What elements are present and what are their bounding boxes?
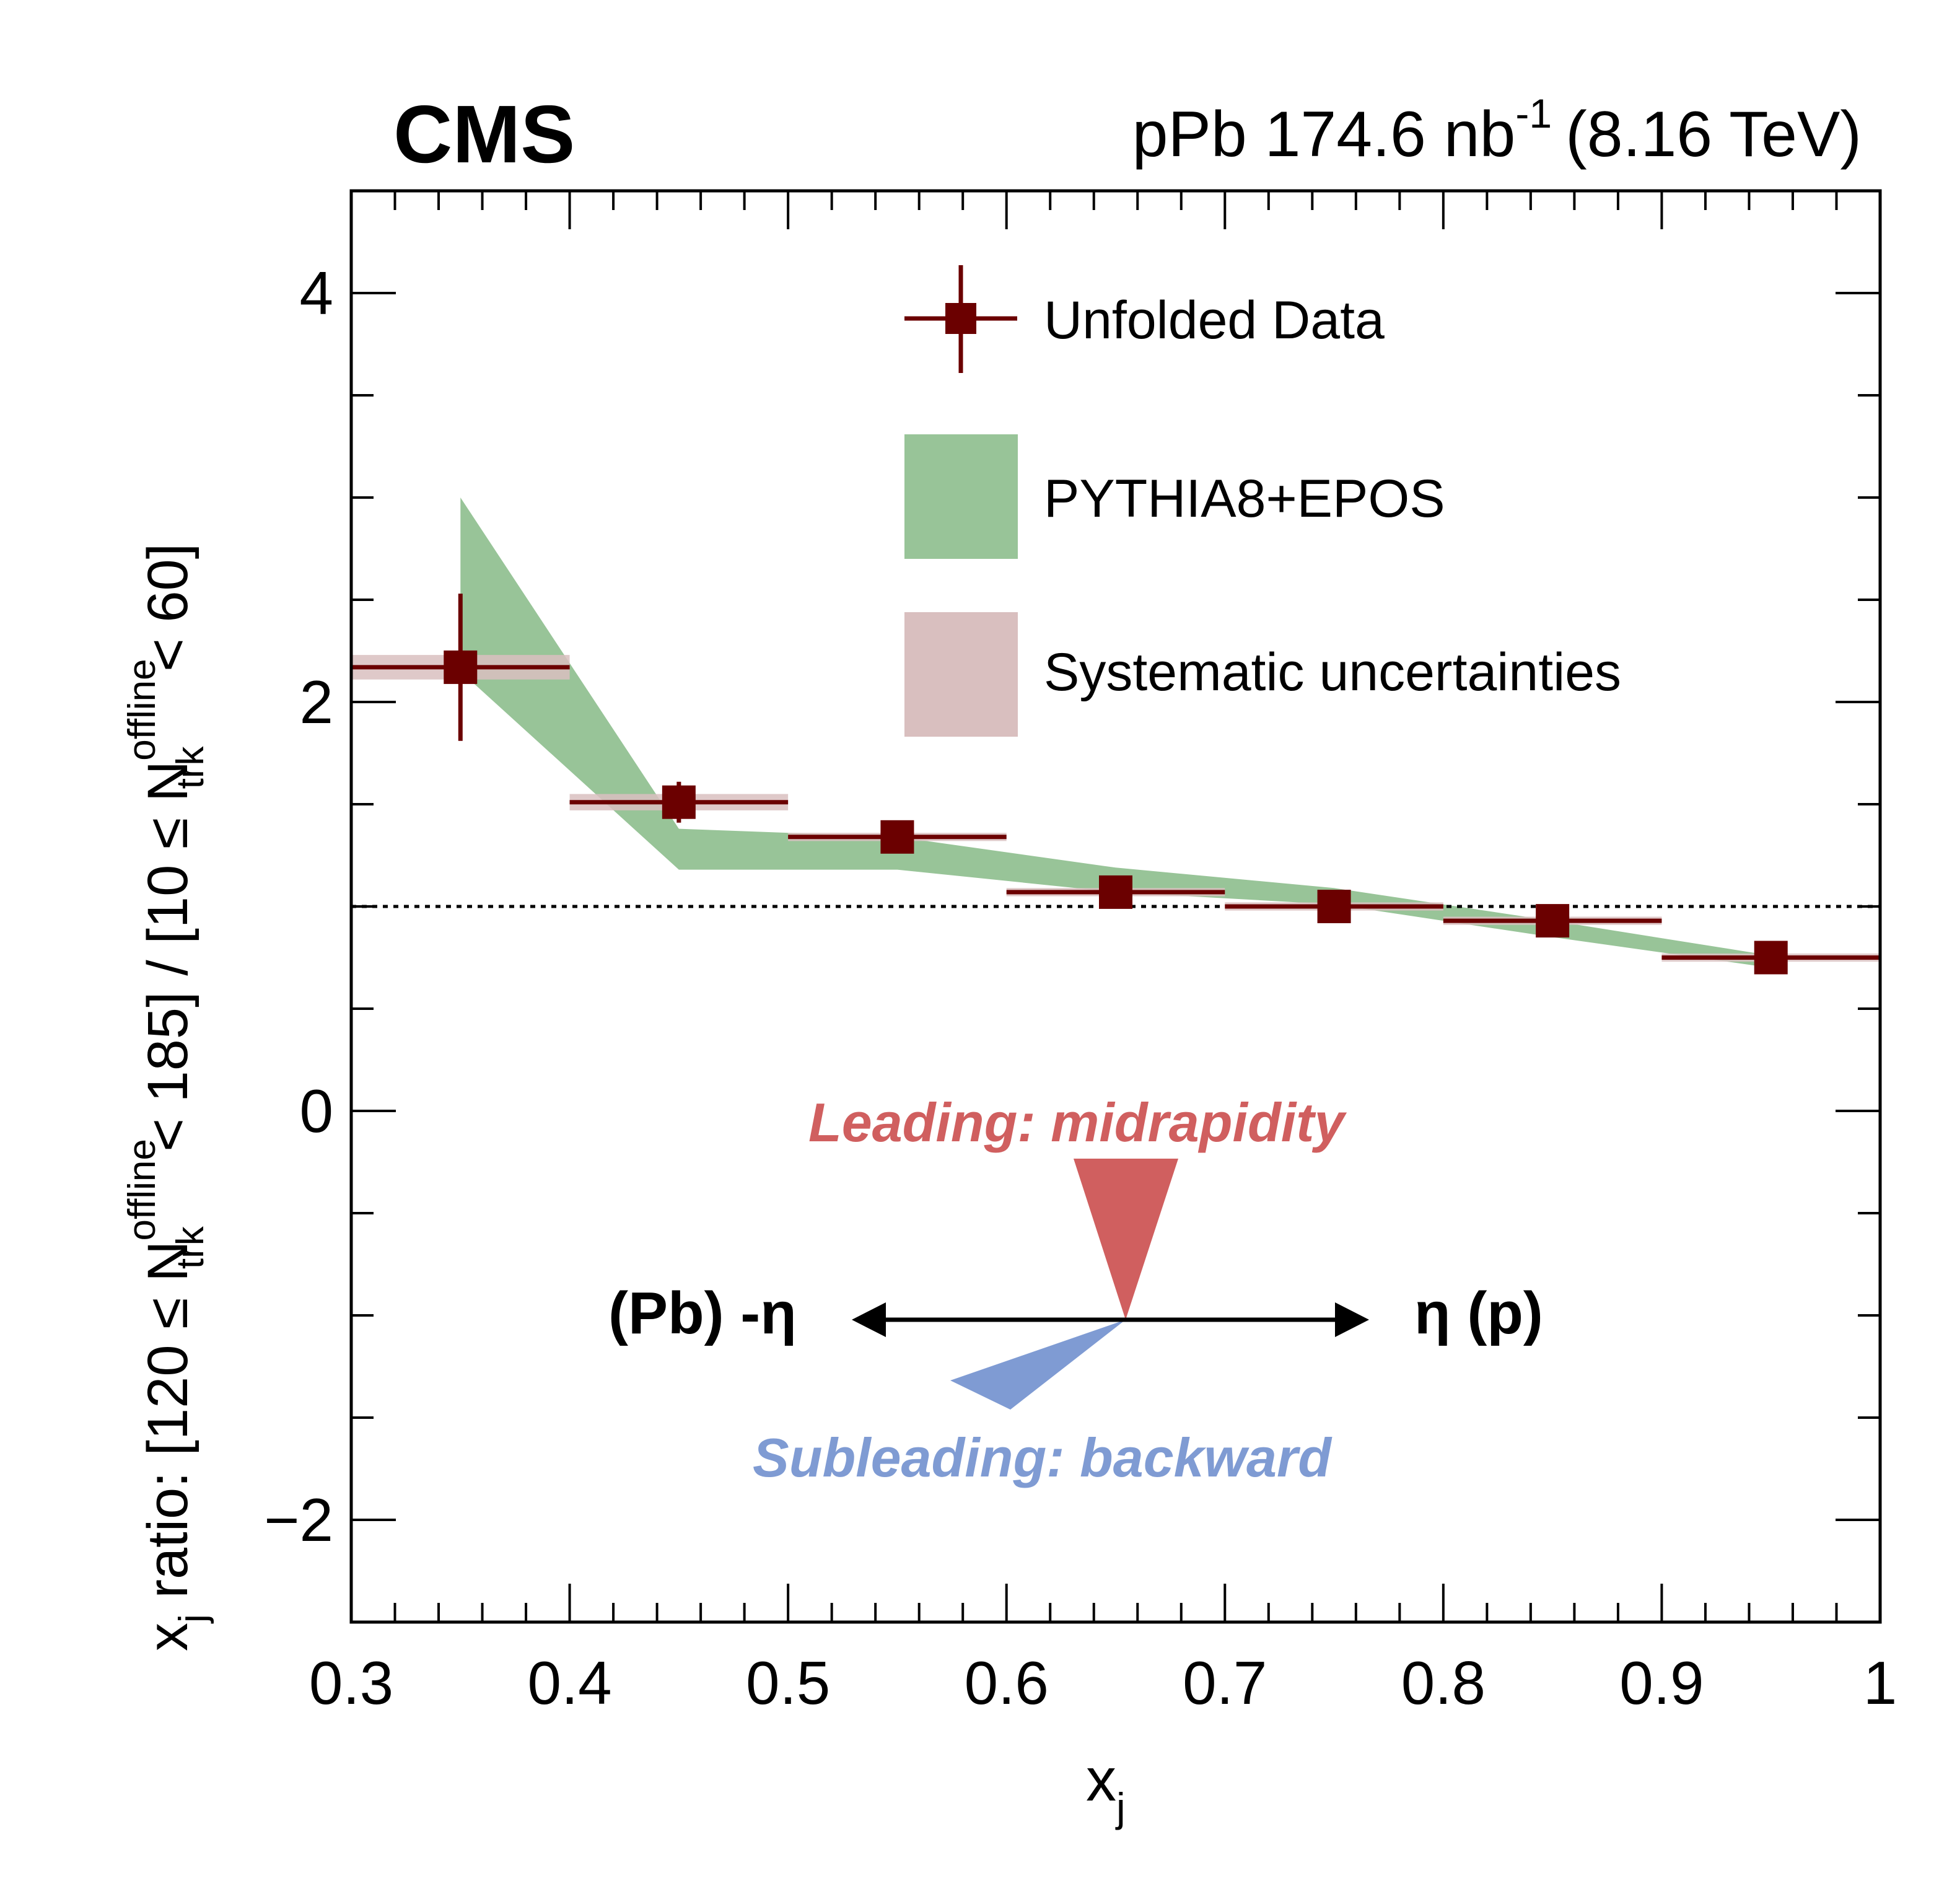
- data-point: [1754, 941, 1788, 975]
- data-point: [1536, 904, 1570, 938]
- y-title-high-sup: offline: [121, 1139, 164, 1240]
- eta-left-label: (Pb) -η: [608, 1280, 797, 1346]
- legend-systematic-swatch: [904, 612, 1018, 737]
- y-title-ratio-low: < 185] / [10 ≤ N: [136, 761, 199, 1168]
- y-tick-label: 2: [299, 668, 333, 736]
- subleading-annotation: Subleading: backward: [753, 1427, 1333, 1488]
- legend-pythia-label: PYTHIA8+EPOS: [1044, 469, 1445, 529]
- data-layer: [351, 594, 1880, 975]
- legend-pythia-swatch: [904, 434, 1018, 559]
- pythia-band: [460, 498, 1771, 968]
- x-tick-label: 0.5: [746, 1649, 830, 1717]
- luminosity-label: pPb 174.6 nb-1 (8.16 TeV): [1132, 90, 1862, 170]
- leading-annotation: Leading: midrapidity: [808, 1092, 1347, 1153]
- y-title-x-sub: j: [172, 1614, 214, 1624]
- eta-diagram: Leading: midrapidity (Pb) -η η (p) Suble…: [608, 1092, 1543, 1488]
- y-tick-label: −2: [264, 1486, 333, 1554]
- y-title-x: x: [136, 1623, 199, 1651]
- subleading-jet-cone: [950, 1320, 1126, 1410]
- y-title-low-sub: trk: [169, 746, 212, 789]
- leading-jet-cone: [1074, 1159, 1178, 1320]
- legend-data-marker: [945, 303, 976, 334]
- luminosity-exponent: -1: [1515, 90, 1552, 136]
- eta-axis-right-arrow: [1335, 1302, 1369, 1337]
- y-tick-label: 0: [299, 1077, 333, 1145]
- legend-data-label: Unfolded Data: [1044, 291, 1385, 350]
- experiment-label: CMS: [393, 89, 575, 180]
- y-axis-title: xj ratio: [120 ≤ Nofflinetrk < 185] / [1…: [121, 543, 214, 1651]
- axis-tick-labels: 0.3 0.4 0.5 0.6 0.7 0.8 0.9 1 −2 0 2 4: [264, 259, 1897, 1717]
- x-tick-label: 0.4: [527, 1649, 611, 1717]
- luminosity-prefix: pPb 174.6 nb: [1132, 99, 1516, 170]
- eta-axis-left-arrow: [852, 1302, 886, 1337]
- data-point: [1317, 890, 1351, 923]
- y-title-low-sup: offline: [121, 659, 164, 760]
- legend: Unfolded Data PYTHIA8+EPOS Systematic un…: [904, 265, 1621, 737]
- legend-systematic-label: Systematic uncertainties: [1044, 643, 1621, 702]
- data-point: [880, 820, 914, 854]
- y-title-end: < 60]: [136, 543, 199, 688]
- data-point: [662, 785, 696, 819]
- x-axis-title: xj: [1086, 1745, 1126, 1830]
- luminosity-energy: (8.16 TeV): [1565, 99, 1862, 170]
- x-tick-label: 0.9: [1619, 1649, 1704, 1717]
- x-tick-label: 0.6: [965, 1649, 1049, 1717]
- y-title-ratio-high: ratio: [120 ≤ N: [136, 1240, 199, 1614]
- y-tick-label: 4: [299, 259, 333, 327]
- x-tick-label: 1: [1863, 1649, 1897, 1717]
- x-tick-label: 0.7: [1183, 1649, 1267, 1717]
- x-axis-title-sub: j: [1115, 1784, 1126, 1830]
- axis-ticks: [350, 190, 1881, 1623]
- x-tick-label: 0.8: [1401, 1649, 1486, 1717]
- eta-right-label: η (p): [1414, 1280, 1543, 1346]
- data-point: [1099, 875, 1132, 909]
- data-point: [444, 650, 478, 684]
- x-tick-label: 0.3: [309, 1649, 393, 1717]
- x-axis-title-main: x: [1086, 1745, 1116, 1814]
- y-title-high-sub: trk: [169, 1226, 212, 1269]
- pythia-band-layer: [460, 498, 1771, 968]
